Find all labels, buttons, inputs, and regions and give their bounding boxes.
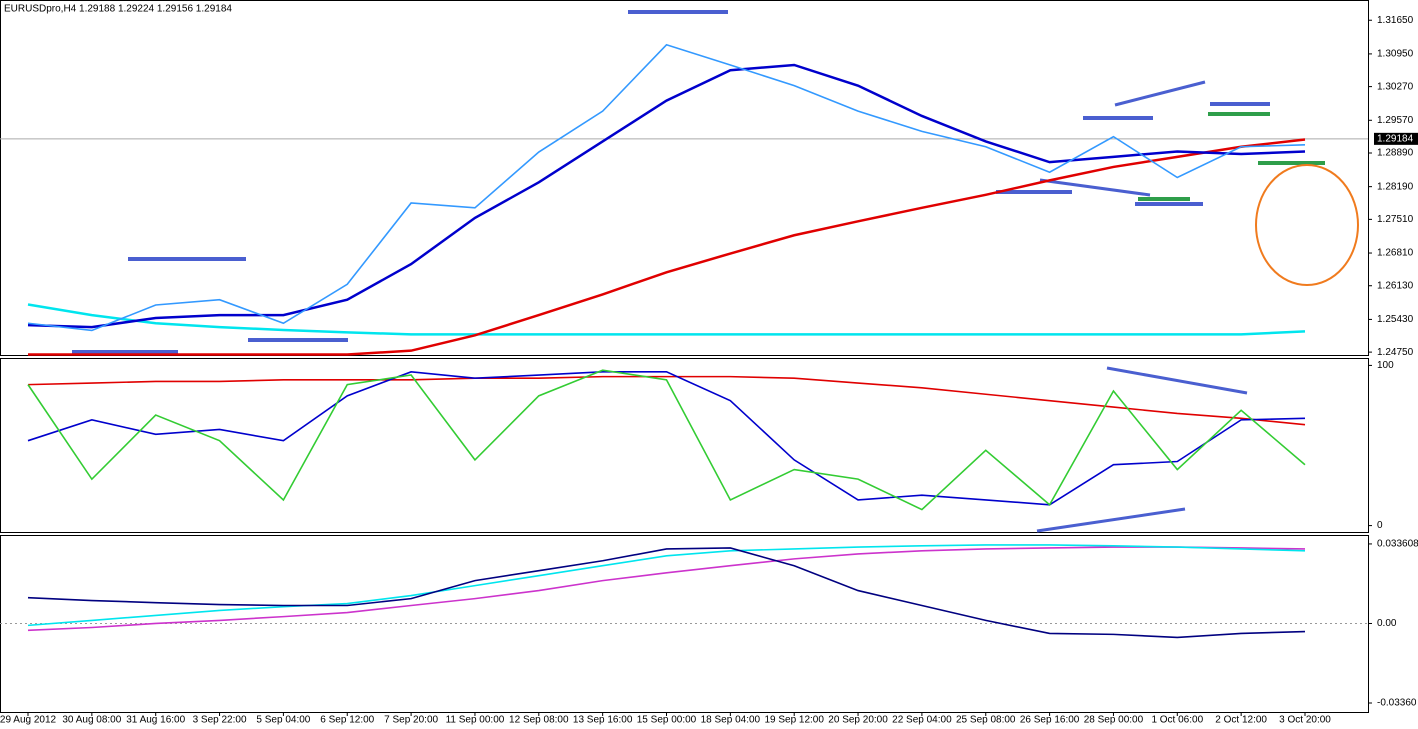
series-line: [27, 375, 1306, 426]
x-tick-label: 3 Oct 20:00: [1279, 715, 1331, 726]
price-label-box: [1374, 132, 1418, 145]
x-tick-label: 11 Sep 00:00: [446, 715, 505, 726]
series-line: [27, 547, 1306, 639]
price-pane: [0, 0, 1369, 356]
oscillator-pane: [0, 358, 1369, 533]
x-tick-label: 28 Sep 00:00: [1084, 715, 1144, 726]
x-tick-label: 6 Sep 12:00: [320, 715, 374, 726]
y-tick-label: -0.03360: [1377, 698, 1417, 709]
y-tick-label: 1.30270: [1377, 81, 1414, 92]
x-tick-label: 26 Sep 16:00: [1020, 715, 1080, 726]
trend-line: [1106, 366, 1248, 395]
trend-line: [1039, 178, 1151, 197]
y-tick-label: 1.26130: [1377, 280, 1414, 291]
series-line: [27, 303, 1306, 336]
y-tick-label: 0.033608: [1377, 539, 1418, 550]
series-line: [27, 544, 1306, 627]
series-line: [27, 371, 1306, 506]
x-tick-label: 20 Sep 20:00: [828, 715, 888, 726]
y-tick-label: 1.24750: [1377, 347, 1414, 358]
macd-pane: [0, 535, 1369, 713]
y-tick-label: 0.00: [1377, 618, 1397, 629]
chart-title: EURUSDpro,H4 1.29188 1.29224 1.29156 1.2…: [4, 4, 232, 15]
x-tick-label: 13 Sep 16:00: [573, 715, 633, 726]
trend-line: [1114, 80, 1206, 107]
x-tick-label: 12 Sep 08:00: [509, 715, 569, 726]
x-tick-label: 22 Sep 04:00: [892, 715, 952, 726]
x-tick-label: 3 Sep 22:00: [193, 715, 247, 726]
y-tick-label: 1.30950: [1377, 49, 1414, 60]
y-tick-label: 1.28890: [1377, 148, 1414, 159]
series-line: [27, 369, 1306, 511]
x-tick-label: 1 Oct 06:00: [1151, 715, 1203, 726]
series-line: [27, 546, 1306, 632]
series-line: [27, 43, 1306, 332]
y-tick-label: 0: [1377, 520, 1383, 531]
y-tick-label: 100: [1377, 360, 1394, 371]
price-label: 1.29184: [1377, 133, 1414, 144]
x-tick-label: 25 Sep 08:00: [956, 715, 1016, 726]
series-line: [27, 63, 1306, 329]
y-tick-label: 1.25430: [1377, 314, 1414, 325]
x-tick-label: 29 Aug 2012: [0, 715, 57, 726]
x-tick-label: 19 Sep 12:00: [764, 715, 824, 726]
highlight-ellipse: [1255, 164, 1359, 286]
y-tick-label: 1.28190: [1377, 181, 1414, 192]
x-tick-label: 2 Oct 12:00: [1215, 715, 1267, 726]
x-tick-label: 7 Sep 20:00: [384, 715, 438, 726]
x-tick-label: 5 Sep 04:00: [256, 715, 310, 726]
y-tick-label: 1.26810: [1377, 248, 1414, 259]
annotations: [72, 10, 1359, 533]
x-tick-label: 31 Aug 16:00: [126, 715, 185, 726]
x-tick-label: 15 Sep 00:00: [637, 715, 697, 726]
trend-line: [1036, 507, 1186, 533]
y-tick-label: 1.29570: [1377, 115, 1414, 126]
x-tick-label: 30 Aug 08:00: [62, 715, 121, 726]
series-line: [28, 138, 1306, 356]
x-tick-label: 18 Sep 04:00: [701, 715, 761, 726]
y-tick-label: 1.31650: [1377, 15, 1414, 26]
y-tick-label: 1.27510: [1377, 214, 1414, 225]
